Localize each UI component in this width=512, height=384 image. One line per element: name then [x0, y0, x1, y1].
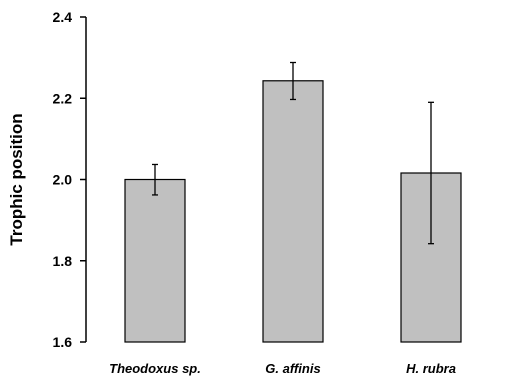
error-bars-layer: [152, 61, 434, 245]
bar: [262, 80, 324, 343]
y-tick-label: 1.6: [53, 334, 73, 350]
x-category-label: Theodoxus sp.: [109, 361, 201, 376]
y-tick-label: 2.2: [53, 90, 73, 106]
y-tick-label: 2.0: [53, 172, 73, 188]
y-tick-label: 1.8: [53, 253, 73, 269]
y-axis-title: Trophic position: [7, 113, 26, 245]
x-labels-layer: Theodoxus sp. G. affinis H. rubra: [109, 361, 456, 376]
bars-layer: [124, 80, 462, 343]
y-ticks-layer: 1.6 1.8 2.0 2.2 2.4: [53, 9, 86, 350]
y-tick-label: 2.4: [53, 9, 73, 25]
x-category-label: G. affinis: [265, 361, 320, 376]
x-category-label: H. rubra: [406, 361, 456, 376]
bar: [124, 178, 186, 343]
